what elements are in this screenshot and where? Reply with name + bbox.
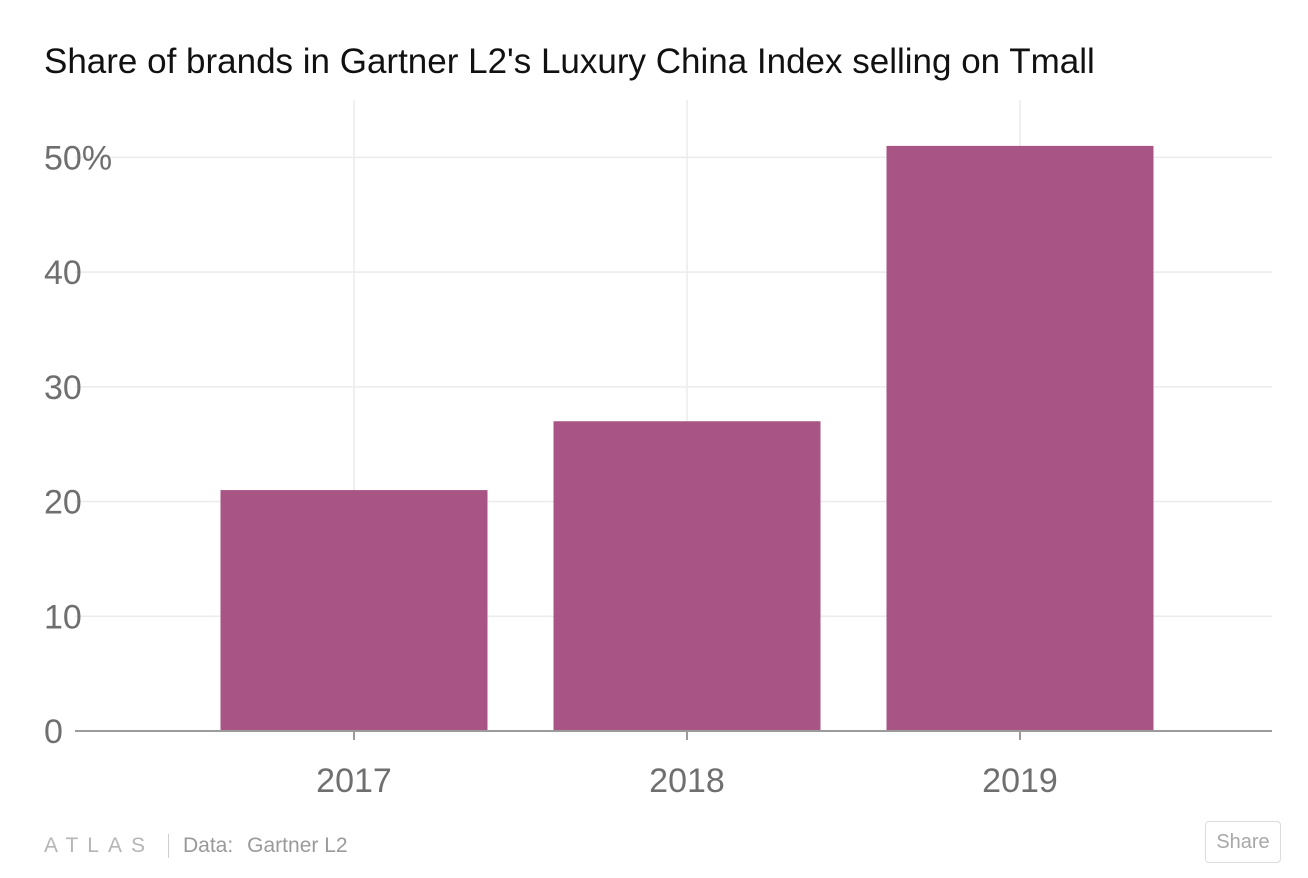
y-tick-label-20: 20 bbox=[44, 484, 82, 522]
footer-divider bbox=[167, 834, 169, 858]
bars bbox=[220, 145, 1154, 731]
y-tick-label-50: 50% bbox=[44, 139, 112, 177]
bar-2019[interactable] bbox=[886, 145, 1154, 731]
share-button[interactable]: Share bbox=[1205, 821, 1281, 863]
x-tick-label-2017: 2017 bbox=[316, 762, 392, 800]
x-axis-ticks: 2017 2018 2019 bbox=[316, 762, 1058, 800]
y-tick-label-40: 40 bbox=[44, 254, 82, 292]
x-tick-label-2019: 2019 bbox=[982, 762, 1058, 800]
y-tick-label-0: 0 bbox=[44, 713, 63, 751]
bar-2017[interactable] bbox=[220, 490, 488, 731]
chart-title: Share of brands in Gartner L2's Luxury C… bbox=[44, 42, 1095, 81]
x-tick-label-2018: 2018 bbox=[649, 762, 725, 800]
y-axis-ticks: 0 10 20 30 40 50% bbox=[44, 139, 112, 751]
atlas-logo[interactable]: ATLAS bbox=[44, 834, 154, 857]
bar-2018[interactable] bbox=[553, 421, 821, 731]
footer: ATLAS Data: Gartner L2 bbox=[44, 830, 348, 862]
y-tick-label-10: 10 bbox=[44, 598, 82, 636]
y-tick-label-30: 30 bbox=[44, 369, 82, 407]
x-axis bbox=[75, 730, 1272, 740]
source-value: Gartner L2 bbox=[247, 834, 348, 857]
source-label: Data: bbox=[182, 834, 234, 857]
